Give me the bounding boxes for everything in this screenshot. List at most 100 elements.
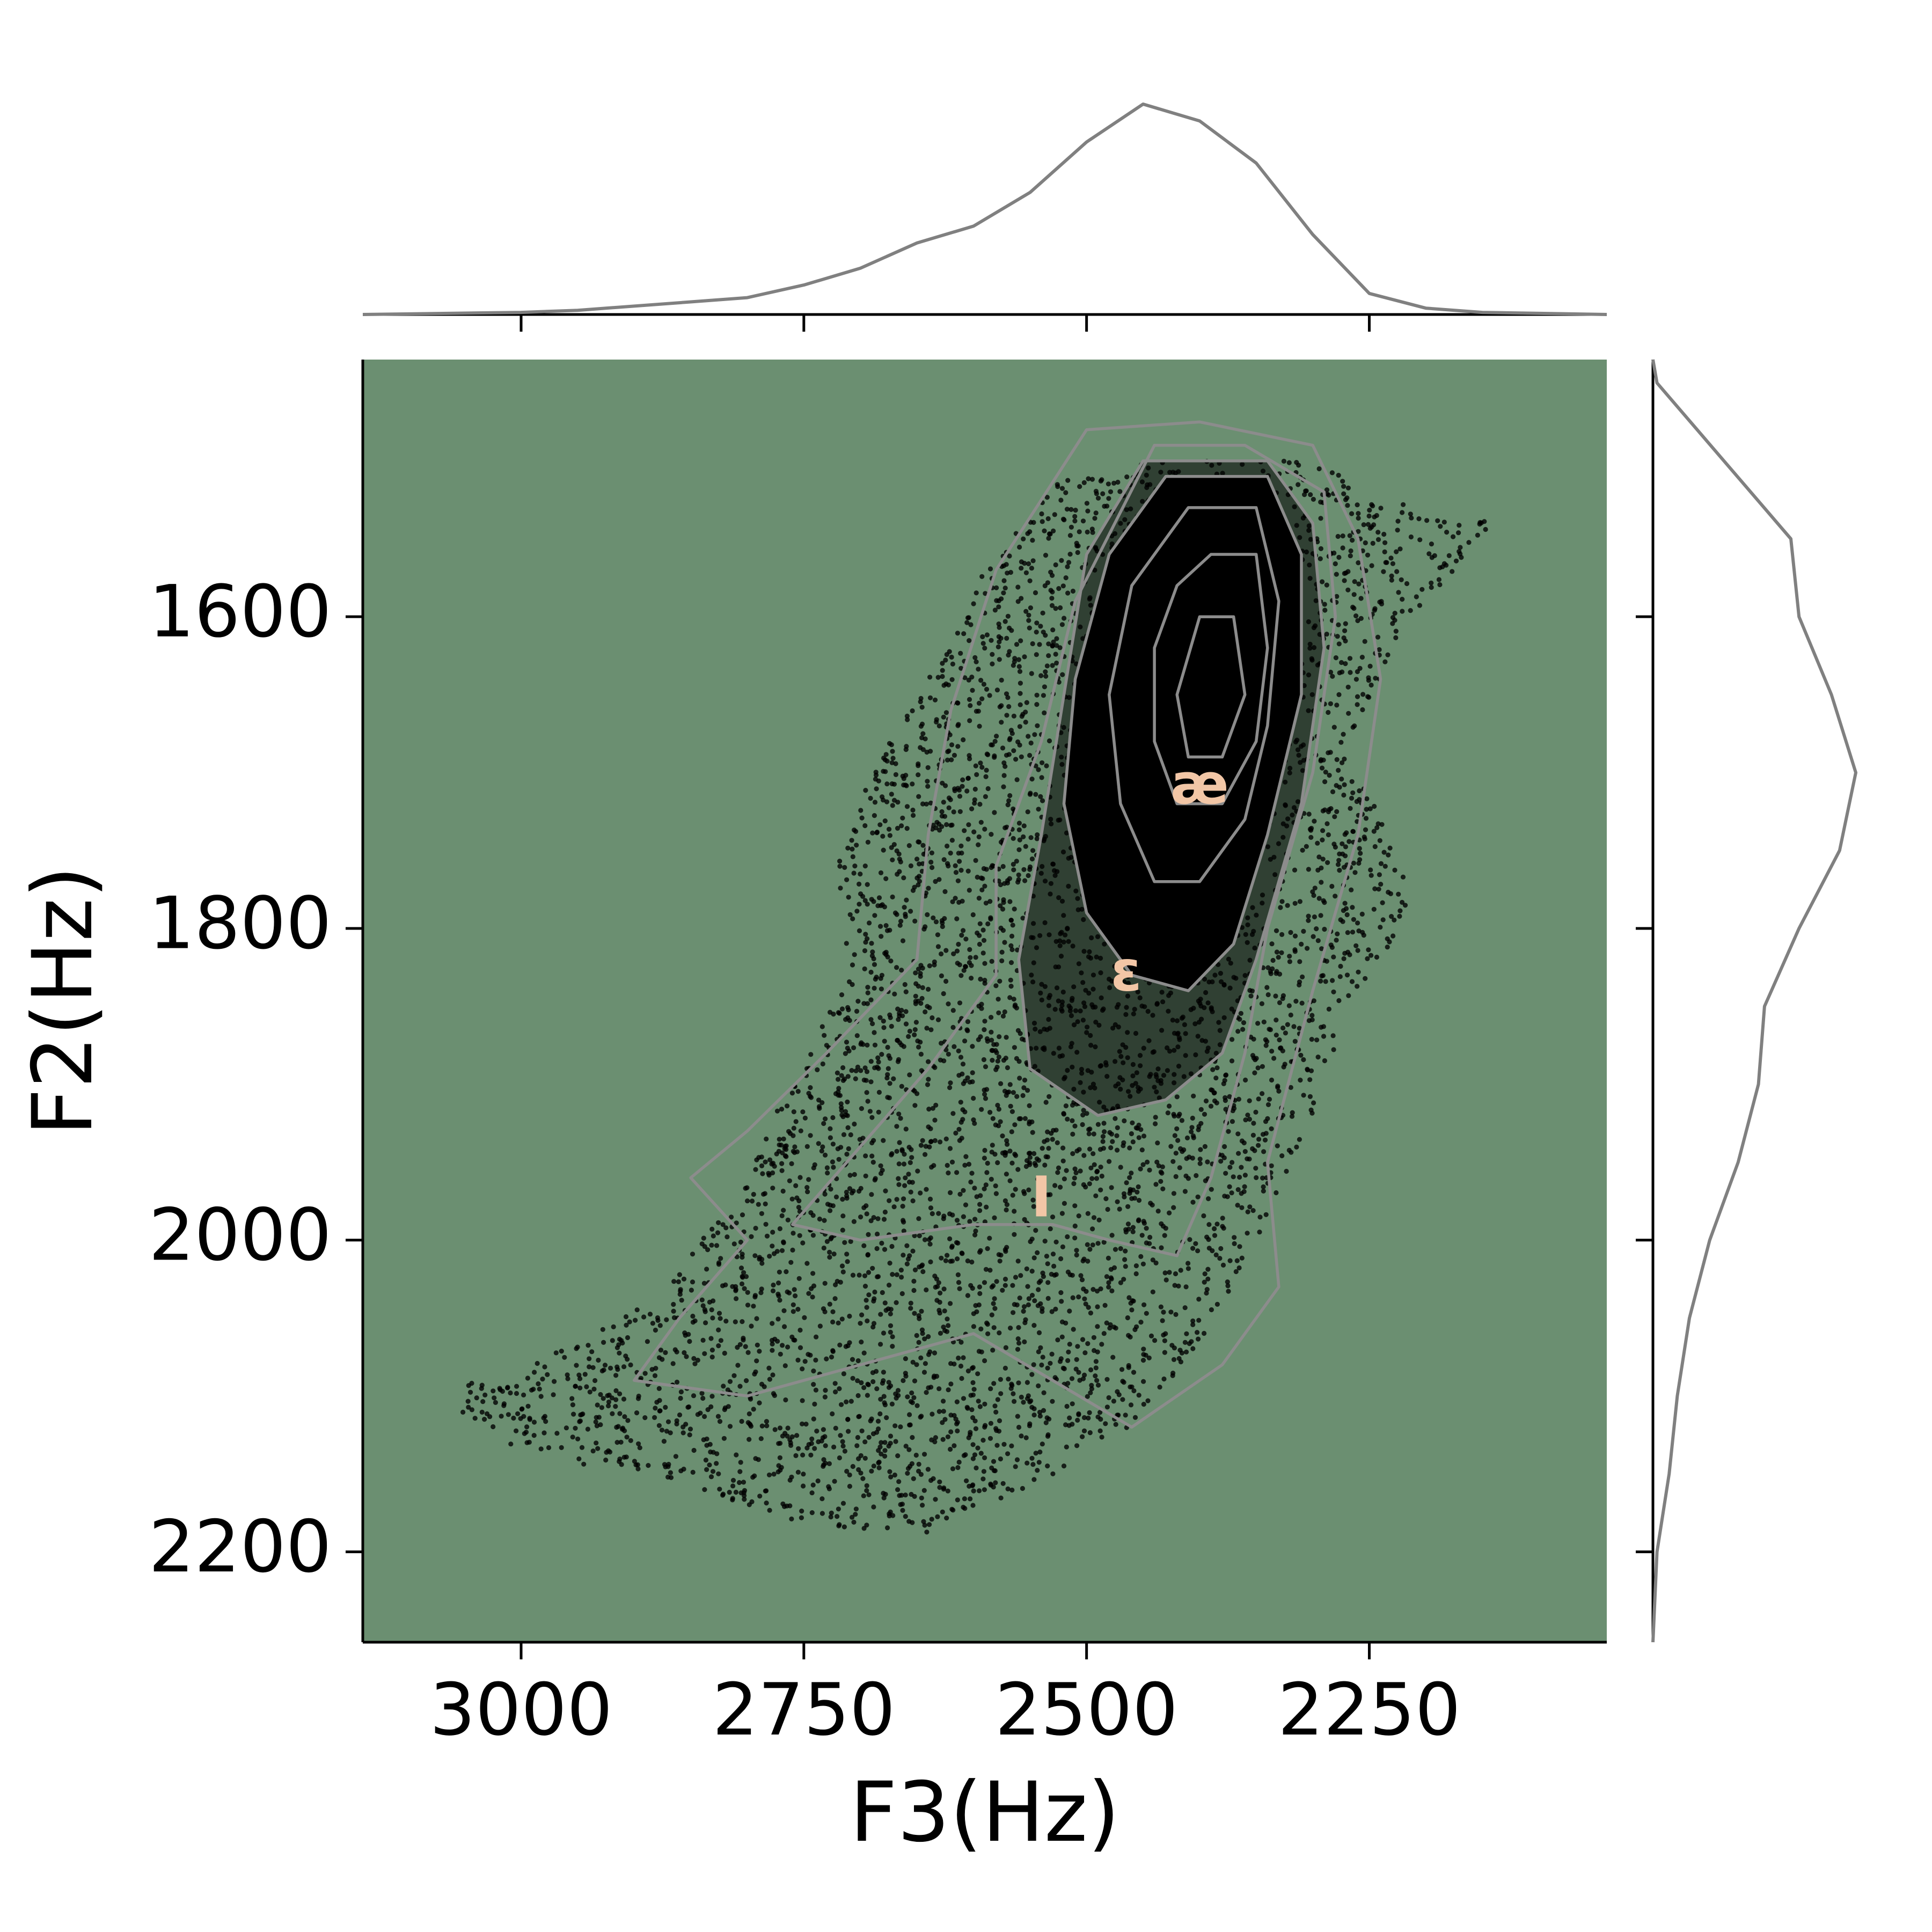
data-point [931,1476,936,1481]
data-point [1029,1372,1035,1377]
data-point [1077,484,1082,489]
data-point [1283,1030,1288,1036]
data-point [1375,530,1381,535]
data-point [955,723,961,728]
data-point [770,1372,775,1378]
data-point [1058,497,1064,503]
data-point [995,1160,1000,1166]
data-point [460,1409,466,1415]
data-point [1136,1217,1141,1223]
data-point [1050,663,1055,668]
data-point [893,772,898,777]
data-point [1245,1156,1250,1161]
data-point [850,1375,855,1381]
data-point [1179,1118,1184,1123]
data-point [1027,1103,1032,1108]
data-point [851,1219,857,1224]
data-point [996,1107,1001,1112]
data-point [1141,1302,1147,1307]
data-point [1385,945,1390,950]
data-point [989,1150,994,1155]
data-point [1005,695,1011,700]
data-point [977,802,983,807]
data-point [1052,1375,1058,1380]
data-point [1071,1327,1076,1332]
data-point [953,870,959,875]
data-point [989,1284,994,1290]
data-point [928,1205,934,1211]
data-point [1046,641,1051,647]
data-point [989,1029,994,1035]
data-point [747,1421,752,1426]
data-point [932,1065,938,1070]
data-point [954,1170,960,1175]
data-point [1160,1186,1166,1191]
data-point [1080,1337,1086,1342]
data-point [1274,949,1279,955]
data-point [1104,1320,1109,1326]
data-point [730,1497,735,1503]
data-point [723,1225,729,1231]
data-point [994,687,1000,693]
data-point [1049,603,1055,608]
data-point [1247,1116,1252,1122]
data-point [1319,1024,1324,1030]
data-point [1136,1135,1141,1140]
data-point [1322,1058,1327,1064]
data-point [594,1423,599,1429]
data-point [1446,553,1452,558]
data-point [1153,1115,1158,1120]
data-point [1242,1149,1248,1154]
data-point [1323,770,1328,775]
data-point [1261,1019,1267,1024]
data-point [658,1348,664,1353]
data-point [1349,779,1355,784]
data-point [1429,580,1434,586]
data-point [1108,489,1114,494]
data-point [1090,530,1095,535]
data-point [1212,1098,1218,1103]
data-point [1366,678,1371,683]
data-point [839,1263,845,1269]
data-point [895,1006,901,1012]
data-point [1011,997,1016,1002]
data-point [1287,959,1292,964]
data-point [1040,610,1045,616]
data-point [952,1044,957,1049]
data-point [864,1483,869,1488]
data-point [1301,1057,1306,1063]
data-point [1129,1196,1135,1201]
data-point [704,1467,709,1472]
data-point [927,1522,932,1527]
data-point [1031,1413,1037,1418]
data-point [1327,807,1332,813]
data-point [965,1368,971,1374]
data-point [961,631,967,636]
data-point [1334,702,1340,708]
data-point [945,1316,950,1322]
data-point [1269,941,1275,947]
data-point [472,1416,478,1421]
data-point [1005,1065,1010,1071]
data-point [1184,1135,1190,1140]
data-point [536,1381,541,1387]
data-point [1046,1094,1052,1099]
data-point [989,1176,994,1182]
data-point [961,968,967,973]
data-point [821,1306,826,1312]
data-point [980,634,985,640]
data-point [958,1055,964,1060]
data-point [787,1437,793,1443]
data-point [877,1411,883,1417]
data-point [1115,1199,1120,1204]
data-point [997,657,1002,662]
data-point [677,1292,683,1297]
data-point [1094,1289,1100,1294]
data-point [1245,1113,1250,1118]
data-point [836,1086,841,1091]
data-point [1094,1378,1100,1383]
data-point [738,1239,743,1245]
data-point [981,682,986,687]
data-point [949,757,954,763]
data-point [635,1462,640,1467]
